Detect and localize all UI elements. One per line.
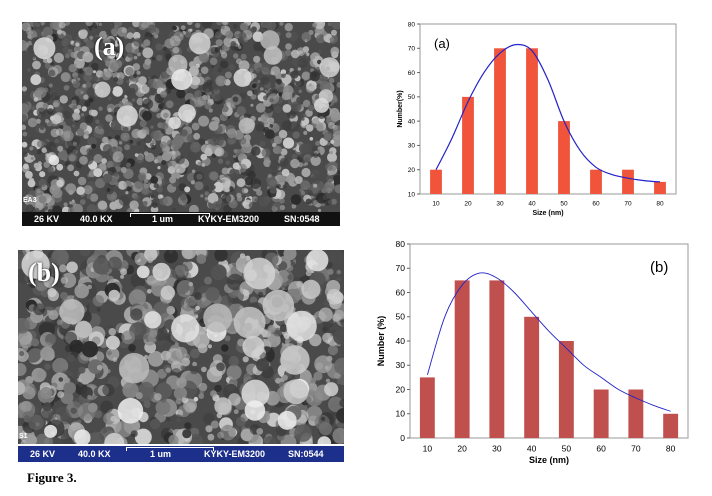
x-tick-label: 10 [423,444,433,454]
sem-instrument-b: KYKY-EM3200 [204,449,266,459]
y-tick-label: 40 [408,118,416,125]
sem-databar-b: 26 KV 40.0 KX 1 um KYKY-EM3200 SN:0544 [18,446,344,462]
chart-panel-label-b: (b) [650,259,668,276]
x-tick-label: 80 [656,201,664,208]
bar-70 [628,389,644,438]
y-tick-label: 30 [408,143,416,150]
sem-scale-label-a: 1 um [152,214,174,224]
fit-curve-b [426,272,671,412]
plot-frame-b [409,243,689,439]
bar-60 [593,389,609,438]
fit-curve-a [435,43,661,183]
x-tick-label: 40 [527,444,537,454]
sem-scalebar-a [130,213,210,217]
bar-80 [654,181,666,194]
plot-frame-a [419,23,677,195]
y-tick-label: 40 [396,336,406,346]
sem-panel-label-b: (b) [28,258,60,287]
x-tick-label: 30 [496,201,504,208]
sem-scale-label-b: 1 um [150,449,172,459]
bar-70 [622,169,634,194]
y-tick-label: 10 [396,409,406,419]
bar-20 [454,280,470,438]
sem-panel-a: (a) EA3 26 KV 40.0 KX 1 um KYKY-EM3200 S… [22,22,340,226]
bar-30 [489,280,505,438]
x-axis-label: Size (nm) [532,210,563,217]
sem-databar-a: 26 KV 40.0 KX 1 um KYKY-EM3200 SN:0548 [22,212,340,226]
bar-10 [430,169,442,194]
bar-40 [526,48,538,194]
y-axis-label: Number(%) [397,90,404,127]
x-tick-label: 20 [457,444,467,454]
y-tick-label: 30 [396,360,406,370]
bar-10 [419,377,435,438]
x-tick-label: 60 [596,444,606,454]
sem-serial-b: SN:0544 [288,449,324,459]
bar-30 [494,48,506,194]
sem-voltage-a: 26 KV [34,214,60,224]
sem-corner-label-b: S1 [19,433,28,440]
sem-magnification-b: 40.0 KX [78,449,111,459]
x-tick-label: 20 [464,201,472,208]
x-tick-label: 40 [528,201,536,208]
histogram-chart-a: 10 20 30 40 50 60 70 80 10 20 30 40 50 60 70 80 Size (nm… [380,14,680,220]
sem-micrograph-b [18,250,344,444]
x-tick-label: 10 [432,201,440,208]
x-tick-label: 70 [624,201,632,208]
histogram-svg-b: 0 10 20 30 40 50 60 70 80 10 20 30 40 50 60 70 80 Size (n… [376,239,689,465]
sem-instrument-a: KYKY-EM3200 [198,214,260,224]
y-tick-label: 80 [408,21,416,28]
y-tick-label: 10 [408,191,416,198]
chart-panel-label-a: (a) [434,36,450,51]
bar-50 [558,121,570,194]
sem-corner-label-a: EA3 [23,197,37,204]
y-tick-label: 20 [396,384,406,394]
bar-80 [663,413,679,439]
x-tick-label: 70 [631,444,641,454]
histogram-chart-b: 0 10 20 30 40 50 60 70 80 10 20 30 40 50 60 70 80 Size (n… [372,238,698,470]
histogram-svg-a: 10 20 30 40 50 60 70 80 10 20 30 40 50 60 70 80 Size (nm… [397,21,677,217]
figure-caption: Figure 3. [27,470,77,485]
x-tick-label: 50 [560,201,568,208]
x-tick-label: 50 [562,444,572,454]
y-tick-label: 20 [408,167,416,174]
sem-serial-a: SN:0548 [284,214,320,224]
bar-40 [524,316,540,439]
x-tick-label: 30 [492,444,502,454]
bar-60 [590,169,602,194]
y-tick-label: 60 [396,287,406,297]
x-tick-label: 80 [666,444,676,454]
sem-micrograph-a [22,22,340,212]
sem-panel-label-a: (a) [94,32,125,61]
sem-panel-b: (b) S1 26 KV 40.0 KX 1 um KYKY-EM3200 SN… [18,250,344,462]
x-tick-label: 60 [592,201,600,208]
y-tick-label: 70 [396,263,406,273]
y-tick-label: 80 [396,239,406,249]
bar-20 [462,96,474,194]
x-axis-label: Size (nm) [529,455,569,465]
y-tick-label: 0 [400,433,405,443]
y-axis-label: Number (%) [376,316,386,367]
y-tick-label: 50 [396,312,406,322]
sem-voltage-b: 26 KV [30,449,56,459]
y-tick-label: 50 [408,94,416,101]
sem-scalebar-b [126,447,214,451]
y-tick-label: 70 [408,46,416,53]
sem-magnification-a: 40.0 KX [80,214,113,224]
y-tick-label: 60 [408,70,416,77]
bar-50 [558,341,574,438]
